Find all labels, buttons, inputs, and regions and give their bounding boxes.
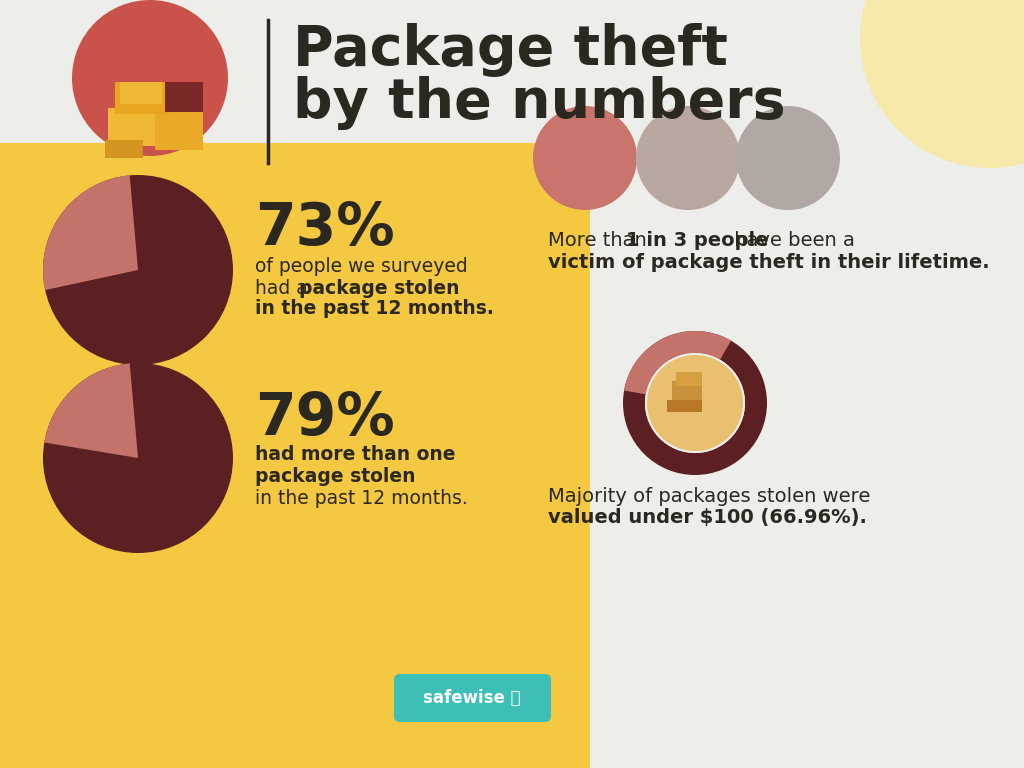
FancyBboxPatch shape (0, 143, 590, 768)
Text: had a: had a (255, 279, 313, 297)
Bar (155, 108, 203, 150)
Circle shape (736, 106, 840, 210)
Circle shape (645, 353, 745, 453)
Text: 79%: 79% (255, 389, 394, 446)
Bar (676, 372, 702, 386)
Text: victim of package theft in their lifetime.: victim of package theft in their lifetim… (548, 253, 989, 272)
Wedge shape (43, 175, 138, 290)
Wedge shape (624, 331, 731, 394)
Text: More than: More than (548, 230, 653, 250)
FancyBboxPatch shape (394, 674, 551, 722)
Bar (165, 82, 203, 112)
Wedge shape (623, 331, 767, 475)
Text: Majority of packages stolen were: Majority of packages stolen were (548, 486, 870, 505)
Text: in the past 12 months.: in the past 12 months. (255, 299, 494, 317)
Circle shape (534, 106, 637, 210)
Circle shape (636, 106, 740, 210)
Circle shape (43, 175, 233, 365)
Text: package stolen: package stolen (299, 279, 460, 297)
Circle shape (860, 0, 1024, 168)
Bar (667, 400, 702, 412)
Text: had more than one: had more than one (255, 445, 456, 465)
Bar (672, 381, 702, 403)
Text: of people we surveyed: of people we surveyed (255, 257, 468, 276)
Wedge shape (44, 363, 138, 458)
Bar (108, 108, 160, 146)
Text: valued under $100 (66.96%).: valued under $100 (66.96%). (548, 508, 867, 528)
Text: by the numbers: by the numbers (293, 76, 785, 130)
Circle shape (43, 363, 233, 553)
Text: 1 in 3 people: 1 in 3 people (626, 230, 768, 250)
Bar (105, 140, 143, 158)
Bar (115, 82, 173, 114)
Circle shape (647, 355, 743, 451)
Text: in the past 12 months.: in the past 12 months. (255, 489, 468, 508)
Circle shape (72, 0, 228, 156)
Bar (120, 82, 162, 104)
Text: Package theft: Package theft (293, 23, 728, 77)
Text: 73%: 73% (255, 200, 394, 257)
Text: have been a: have been a (728, 230, 855, 250)
Text: safewise 🐾: safewise 🐾 (423, 689, 521, 707)
Text: package stolen: package stolen (255, 468, 416, 486)
